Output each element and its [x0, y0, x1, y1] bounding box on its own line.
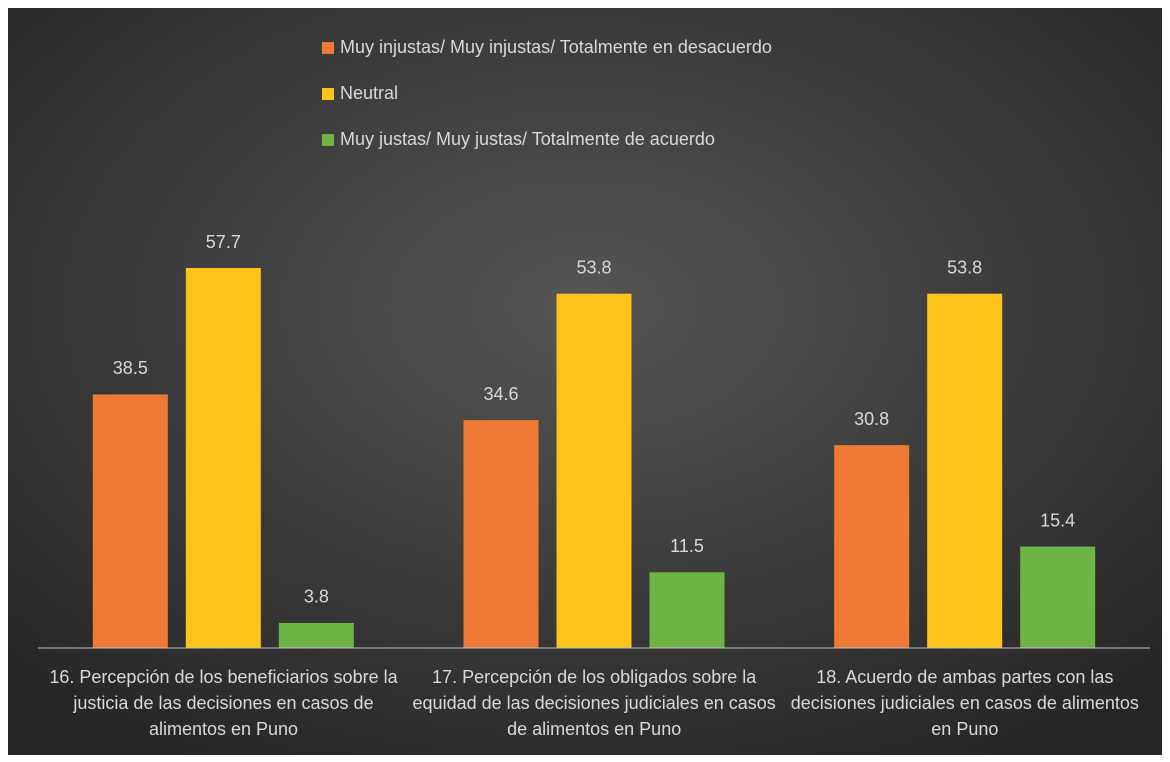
x-tick-label: 16. Percepción de los beneficiarios sobr… — [49, 667, 398, 739]
bar — [278, 622, 354, 648]
data-label: 57.7 — [206, 232, 241, 252]
bar — [834, 445, 910, 648]
data-label: 34.6 — [483, 384, 518, 404]
legend-swatch — [322, 134, 334, 146]
bar — [185, 268, 261, 648]
bar — [1020, 546, 1096, 648]
bar — [556, 293, 632, 648]
legend-label: Muy justas/ Muy justas/ Totalmente de ac… — [340, 129, 715, 149]
data-label: 53.8 — [947, 257, 982, 277]
data-label: 11.5 — [670, 536, 704, 556]
legend-swatch — [322, 42, 334, 54]
bar — [92, 394, 168, 648]
data-label: 15.4 — [1040, 510, 1075, 530]
legend-swatch — [322, 88, 334, 100]
data-label: 38.5 — [113, 358, 148, 378]
data-label: 30.8 — [854, 409, 889, 429]
x-tick-label: 18. Acuerdo de ambas partes con las deci… — [790, 667, 1139, 739]
bar — [649, 572, 725, 648]
data-label: 3.8 — [304, 587, 329, 607]
bar — [927, 293, 1003, 648]
legend-label: Muy injustas/ Muy injustas/ Totalmente e… — [340, 37, 772, 57]
data-label: 53.8 — [576, 257, 611, 277]
x-tick-label: 17. Percepción de los obligados sobre la… — [412, 667, 776, 739]
legend-label: Neutral — [340, 83, 398, 103]
bar — [463, 420, 539, 648]
